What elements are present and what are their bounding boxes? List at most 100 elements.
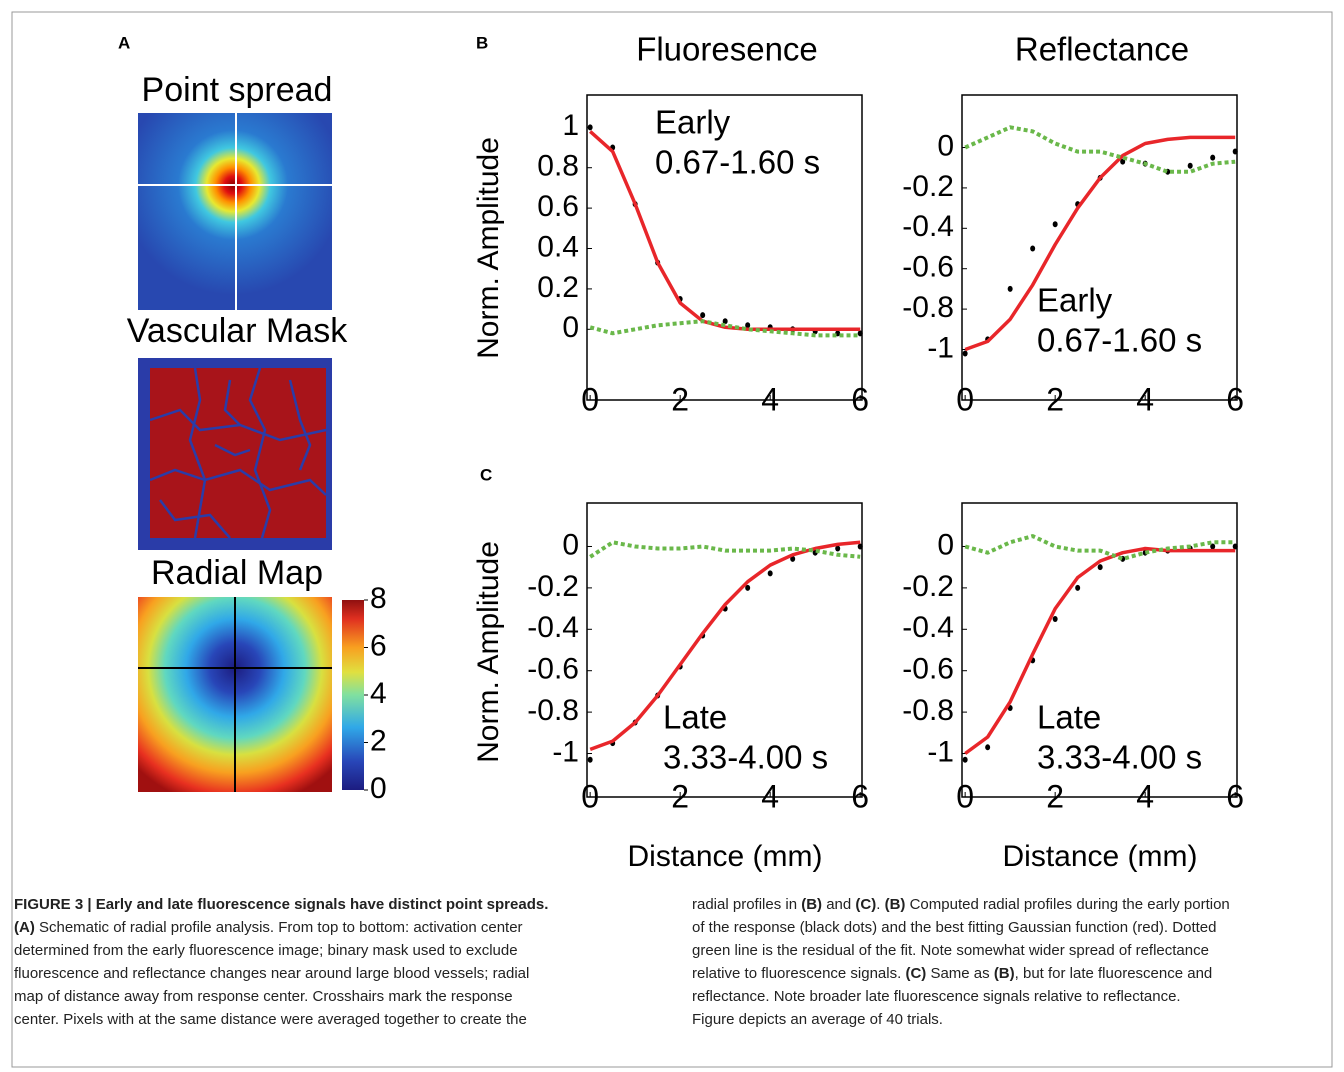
x-tick-label: 2 — [671, 381, 689, 417]
y-tick-label: 0 — [937, 129, 954, 162]
y-tick-label: 0 — [562, 311, 579, 344]
y-tick-label: -0.6 — [902, 251, 954, 284]
caption-line: (A) Schematic of radial profile analysis… — [14, 916, 548, 939]
data-dot — [963, 351, 968, 357]
x-axis-label: Distance (mm) — [1002, 840, 1197, 873]
data-dot — [1188, 163, 1193, 169]
y-tick-label: -0.4 — [527, 611, 579, 644]
data-dot — [588, 124, 593, 130]
panel-label: B — [476, 33, 488, 52]
caption-text: green line is the residual of the fit. N… — [692, 942, 1209, 959]
data-dot — [963, 757, 968, 763]
data-dot — [1210, 155, 1215, 161]
x-tick-label: 2 — [1046, 381, 1064, 417]
caption-line: FIGURE 3 | Early and late fluorescence s… — [14, 893, 548, 916]
data-dot — [1233, 543, 1238, 549]
caption-text: , but for late fluorescence and — [1015, 965, 1213, 982]
image-title: Radial Map — [151, 554, 323, 592]
y-tick-label: 0.2 — [537, 271, 579, 304]
y-tick-label: 0 — [937, 528, 954, 561]
page: A B C Point spread Vascular Mask Radial … — [0, 0, 1344, 1072]
y-tick-label: 0.4 — [537, 230, 579, 263]
caption-text: (A) — [14, 919, 35, 936]
caption-text: fluorescence and reflectance changes nea… — [14, 965, 529, 982]
annotation: 0.67-1.60 s — [1037, 322, 1202, 359]
y-tick-label: -0.2 — [902, 170, 954, 203]
y-tick-label: -0.8 — [527, 694, 579, 727]
y-tick-label: -0.2 — [527, 570, 579, 603]
y-axis-label: Norm. Amplitude — [472, 541, 505, 763]
caption-text: Computed radial profiles during the earl… — [905, 896, 1229, 913]
caption-line: center. Pixels with at the same distance… — [14, 1008, 548, 1031]
image-title: Point spread — [142, 71, 333, 109]
caption-text: (B) — [801, 896, 822, 913]
caption-line: map of distance away from response cente… — [14, 985, 548, 1008]
data-dot — [700, 312, 705, 318]
x-tick-label: 4 — [1136, 381, 1154, 417]
x-tick-label: 4 — [1136, 778, 1154, 814]
y-tick-label: -0.2 — [902, 570, 954, 603]
x-tick-label: 0 — [581, 381, 599, 417]
x-tick-label: 6 — [1226, 778, 1244, 814]
data-dot — [858, 543, 863, 549]
y-tick-label: -0.6 — [902, 653, 954, 686]
colorbar-tick-label: 6 — [370, 629, 387, 662]
caption-text: (C) — [905, 965, 926, 982]
data-dot — [768, 570, 773, 576]
plot-frame — [587, 95, 862, 400]
caption-text: FIGURE 3 | Early and late fluorescence s… — [14, 896, 548, 913]
caption-left: FIGURE 3 | Early and late fluorescence s… — [14, 893, 548, 1031]
data-dot — [1008, 286, 1013, 292]
caption-line: reflectance. Note broader late fluoresce… — [692, 985, 1230, 1008]
caption-line: radial profiles in (B) and (C). (B) Comp… — [692, 893, 1230, 916]
y-tick-label: -0.8 — [902, 694, 954, 727]
image-title: Vascular Mask — [127, 312, 348, 350]
x-tick-label: 0 — [956, 778, 974, 814]
y-tick-label: 0.6 — [537, 190, 579, 223]
column-title: Fluoresence — [636, 31, 818, 68]
y-tick-label: -0.8 — [902, 291, 954, 324]
y-tick-label: -0.4 — [902, 611, 954, 644]
column-title: Reflectance — [1015, 31, 1189, 68]
data-dot — [1030, 246, 1035, 252]
caption-text: Same as — [926, 965, 994, 982]
colorbar-tick-label: 2 — [370, 724, 387, 757]
data-dot — [858, 330, 863, 336]
caption-text: determined from the early fluorescence i… — [14, 942, 518, 959]
vascular-mask-image — [138, 358, 332, 550]
x-tick-label: 0 — [956, 381, 974, 417]
residual-line — [965, 536, 1235, 559]
caption-right: radial profiles in (B) and (C). (B) Comp… — [692, 893, 1230, 1031]
x-axis-label: Distance (mm) — [627, 840, 822, 873]
annotation: Late — [1037, 699, 1101, 736]
caption-text: center. Pixels with at the same distance… — [14, 1011, 527, 1028]
colorbar-tick-label: 8 — [370, 582, 387, 615]
panel-label: A — [118, 33, 130, 52]
annotation: Early — [655, 104, 731, 141]
annotation: 0.67-1.60 s — [655, 144, 820, 181]
annotation: Late — [663, 699, 727, 736]
colorbar — [342, 600, 364, 790]
caption-line: relative to fluorescence signals. (C) Sa… — [692, 962, 1230, 985]
colorbar-tick-label: 4 — [370, 677, 387, 710]
y-axis-label: Norm. Amplitude — [472, 137, 505, 359]
y-tick-label: 0 — [562, 528, 579, 561]
data-dot — [588, 757, 593, 763]
y-tick-label: -1 — [927, 331, 954, 364]
y-tick-label: -0.6 — [527, 653, 579, 686]
caption-text: Schematic of radial profile analysis. Fr… — [35, 919, 523, 936]
y-tick-label: -1 — [552, 735, 579, 768]
caption-text: (B) — [994, 965, 1015, 982]
data-dot — [985, 744, 990, 750]
caption-text: (B) — [885, 896, 906, 913]
caption-line: determined from the early fluorescence i… — [14, 939, 548, 962]
residual-line — [590, 542, 860, 557]
data-dot — [1053, 221, 1058, 227]
panel-label: C — [480, 465, 492, 484]
y-tick-label: 1 — [562, 109, 579, 142]
colorbar-tick-label: 0 — [370, 772, 387, 805]
x-tick-label: 6 — [851, 381, 869, 417]
caption-text: map of distance away from response cente… — [14, 988, 513, 1005]
caption-text: reflectance. Note broader late fluoresce… — [692, 988, 1181, 1005]
x-tick-label: 6 — [1226, 381, 1244, 417]
